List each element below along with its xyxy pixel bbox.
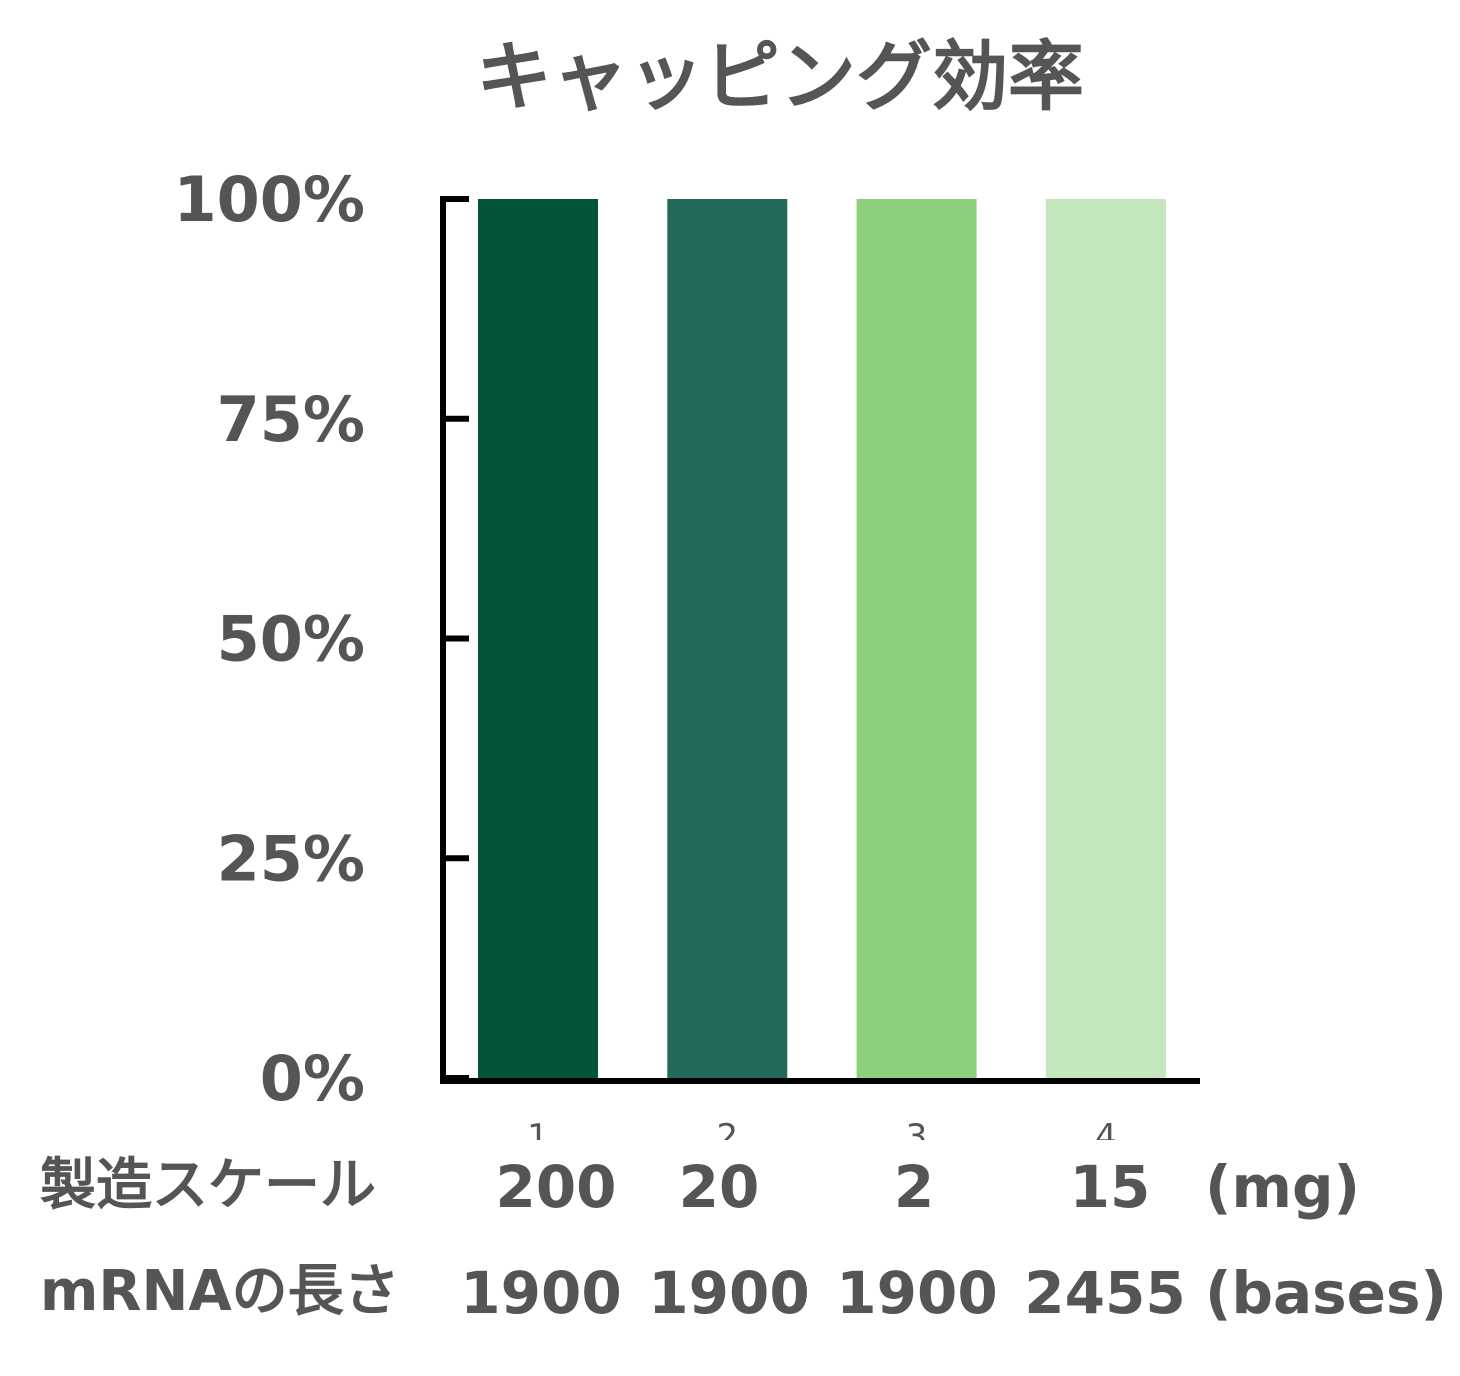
x-tick-label: 2	[716, 1117, 738, 1140]
y-tick-label: 0%	[260, 1042, 365, 1115]
bar-3	[856, 199, 977, 1078]
bar-2	[667, 199, 788, 1078]
length-value: 1900	[648, 1259, 810, 1327]
y-tick-label: 25%	[217, 822, 365, 895]
scale-unit: (mg)	[1205, 1153, 1360, 1221]
x-tick-label: 4	[1095, 1117, 1117, 1140]
y-tick-label: 50%	[217, 603, 365, 676]
length-value: 1900	[460, 1259, 622, 1327]
bar-1	[478, 199, 598, 1078]
scale-value: 2	[893, 1153, 935, 1221]
length-unit: (bases)	[1205, 1259, 1448, 1327]
scale-value: 15	[1069, 1153, 1151, 1221]
scale-row-label: 製造スケール	[40, 1153, 376, 1218]
scale-value: 20	[678, 1153, 760, 1221]
chart-title: キャッピング効率	[476, 32, 1084, 121]
capping-efficiency-chart: キャッピング効率 0% 25% 50% 75% 100% 1 2 3 4	[173, 32, 1200, 1140]
length-value: 1900	[836, 1259, 998, 1327]
scale-row: 製造スケール 200 20 2 15 (mg)	[0, 1158, 1460, 1258]
y-tick-label: 75%	[217, 383, 365, 456]
x-tick-label: 1	[527, 1117, 549, 1140]
length-row: mRNAの長さ 1900 1900 1900 2455 (bases)	[0, 1264, 1460, 1364]
bar-4	[1045, 199, 1166, 1078]
length-row-label: mRNAの長さ	[40, 1259, 400, 1324]
y-tick-label: 100%	[173, 163, 365, 236]
x-axis-ticks: 1 2 3 4	[527, 1117, 1117, 1140]
y-axis-ticks: 0% 25% 50% 75% 100%	[173, 163, 469, 1115]
x-tick-label: 3	[906, 1117, 928, 1140]
scale-value: 200	[495, 1153, 617, 1221]
bars	[478, 199, 1166, 1078]
length-value: 2455	[1024, 1259, 1186, 1327]
